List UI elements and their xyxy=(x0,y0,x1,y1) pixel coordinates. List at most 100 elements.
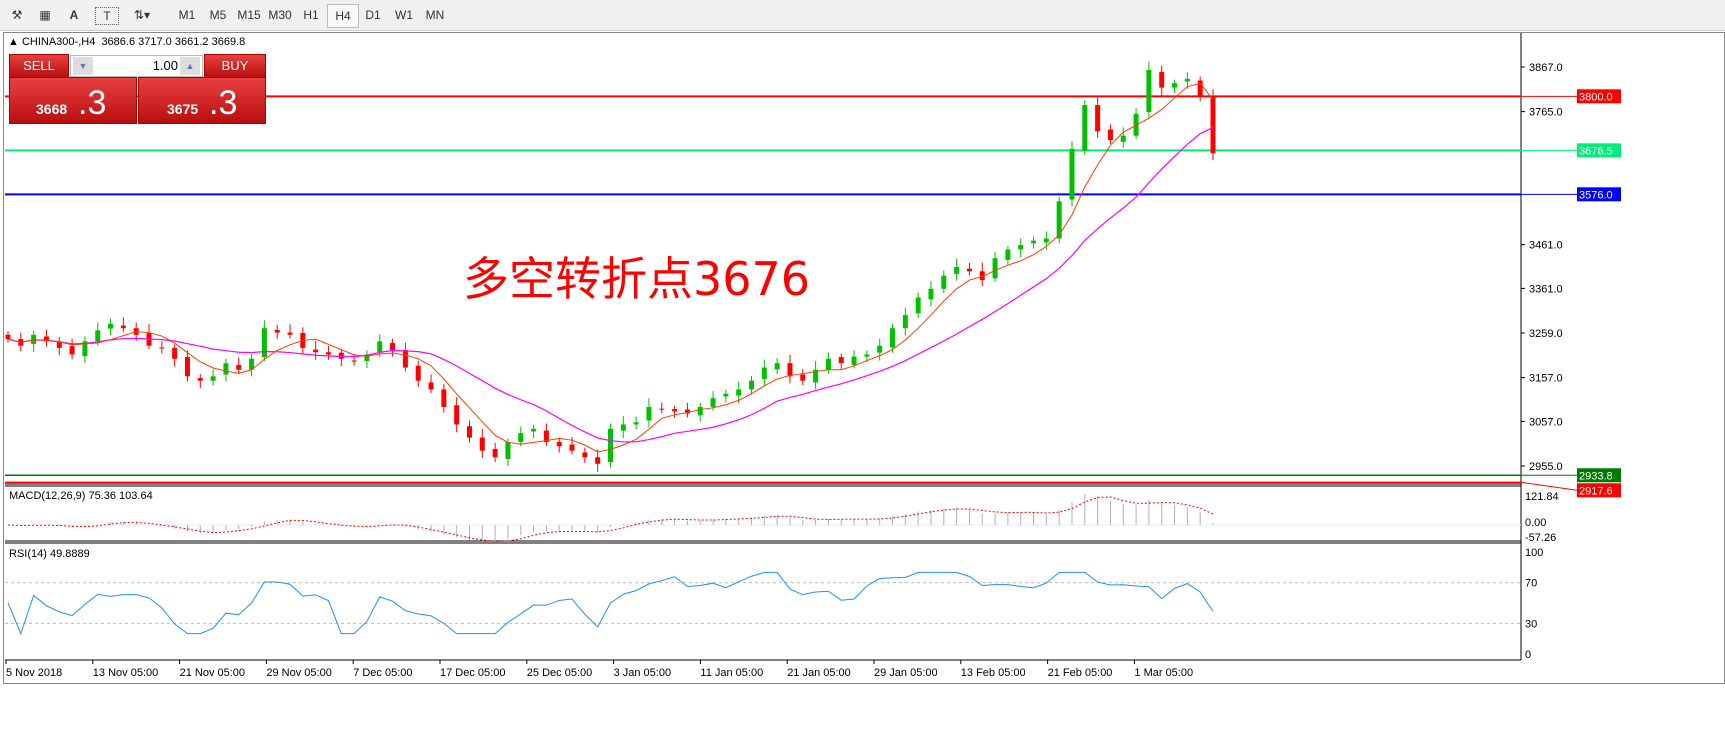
candle-body xyxy=(1056,201,1062,239)
candle-body xyxy=(351,360,357,362)
candle-body xyxy=(838,357,844,364)
candle-body xyxy=(723,393,729,397)
candle-body xyxy=(454,405,460,425)
hline-label: 3676.5 xyxy=(1579,145,1613,157)
timeframe-MN[interactable]: MN xyxy=(425,8,445,22)
timeframe-H1[interactable]: H1 xyxy=(303,8,319,22)
timeframe-D1[interactable]: D1 xyxy=(365,8,381,22)
lot-stepper[interactable]: ▼ 1.00 ▲ xyxy=(70,55,203,77)
candle-body xyxy=(518,433,524,442)
text-label-icon[interactable]: T xyxy=(95,7,119,25)
candle-body xyxy=(864,354,870,357)
candle xyxy=(633,416,639,430)
candle xyxy=(774,357,780,375)
price-tick-label: 2955.0 xyxy=(1529,461,1563,473)
candle xyxy=(838,353,844,370)
candle xyxy=(531,424,537,438)
timeframe-M30[interactable]: M30 xyxy=(268,8,292,22)
candle-body xyxy=(1146,70,1152,113)
increase-lot-button[interactable]: ▲ xyxy=(180,57,200,75)
sell-price-frac: .3 xyxy=(78,84,107,122)
candle-body xyxy=(236,364,242,370)
candle xyxy=(313,340,319,361)
candle xyxy=(479,428,485,459)
candle xyxy=(1197,76,1203,102)
rsi-line xyxy=(7,571,1214,636)
candle xyxy=(672,405,678,418)
candle xyxy=(1031,236,1037,249)
candle-body xyxy=(172,347,178,359)
arrows-icon[interactable]: ⇅▾ xyxy=(133,8,151,22)
candle xyxy=(261,320,267,361)
buy-button[interactable]: BUY xyxy=(204,54,266,78)
candle-body xyxy=(1210,96,1216,154)
buy-price-main: 3675 xyxy=(167,101,199,117)
candle-body xyxy=(441,389,447,407)
candle xyxy=(966,263,972,276)
timeframe-M5[interactable]: M5 xyxy=(209,8,227,22)
fibonacci-icon[interactable]: ▦ xyxy=(39,8,51,22)
candle xyxy=(120,317,126,333)
candle xyxy=(287,324,293,339)
candle-body xyxy=(620,424,626,431)
candle xyxy=(1133,108,1139,140)
candle-body xyxy=(505,441,511,459)
candle-body xyxy=(364,354,370,361)
price-tick-label: 3057.0 xyxy=(1529,416,1563,428)
text-icon[interactable]: A xyxy=(69,8,79,22)
candle-body xyxy=(1043,238,1049,243)
date-label: 1 Mar 05:00 xyxy=(1134,667,1193,679)
timeframe-H4[interactable]: H4 xyxy=(327,4,359,28)
candle-body xyxy=(966,268,972,272)
candle-body xyxy=(1184,78,1190,82)
candle xyxy=(877,338,883,361)
sell-price[interactable]: 3668 .3 xyxy=(9,77,137,124)
candle-body xyxy=(95,330,101,342)
candle-body xyxy=(5,334,11,340)
candle xyxy=(172,344,178,367)
candle xyxy=(556,437,562,453)
candle-body xyxy=(749,380,755,390)
candle xyxy=(466,420,472,443)
candle xyxy=(5,331,11,343)
macd-tick-label: 0.00 xyxy=(1525,517,1546,529)
rsi-tick-label: 100 xyxy=(1525,547,1543,559)
hline-tag-connector xyxy=(1520,481,1578,491)
candle xyxy=(390,338,396,357)
price-tick-label: 3765.0 xyxy=(1529,107,1563,119)
candle-body xyxy=(377,341,383,353)
date-label: 3 Jan 05:00 xyxy=(614,667,672,679)
candle-body xyxy=(902,315,908,329)
buy-price[interactable]: 3675 .3 xyxy=(138,77,266,124)
candle-body xyxy=(992,258,998,279)
candle-body xyxy=(108,323,114,329)
sell-price-main: 3668 xyxy=(36,101,68,117)
decrease-lot-button[interactable]: ▼ xyxy=(73,57,93,75)
candle xyxy=(1184,72,1190,89)
open-value: 3686.6 xyxy=(101,36,136,48)
candle xyxy=(31,330,37,352)
candle xyxy=(69,338,75,360)
candle-body xyxy=(82,341,88,357)
timeframe-M15[interactable]: M15 xyxy=(237,8,261,22)
candle xyxy=(518,426,524,447)
line-studies-icon[interactable]: ⚒ xyxy=(11,8,23,22)
candle xyxy=(236,357,242,375)
candle-body xyxy=(210,376,216,381)
price-tick-label: 3361.0 xyxy=(1529,283,1563,295)
candle xyxy=(1120,127,1126,148)
candle-body xyxy=(697,406,703,416)
candle-body xyxy=(928,288,934,300)
candle xyxy=(364,350,370,368)
sell-button[interactable]: SELL xyxy=(9,54,69,78)
lot-input[interactable]: 1.00 xyxy=(152,58,178,73)
timeframe-W1[interactable]: W1 xyxy=(395,8,413,22)
candle xyxy=(108,318,114,336)
timeframe-M1[interactable]: M1 xyxy=(178,8,196,22)
candle xyxy=(1082,100,1088,155)
candle-body xyxy=(261,328,267,358)
candle-body xyxy=(287,332,293,335)
candle-body xyxy=(1095,105,1101,132)
date-label: 21 Feb 05:00 xyxy=(1048,667,1113,679)
